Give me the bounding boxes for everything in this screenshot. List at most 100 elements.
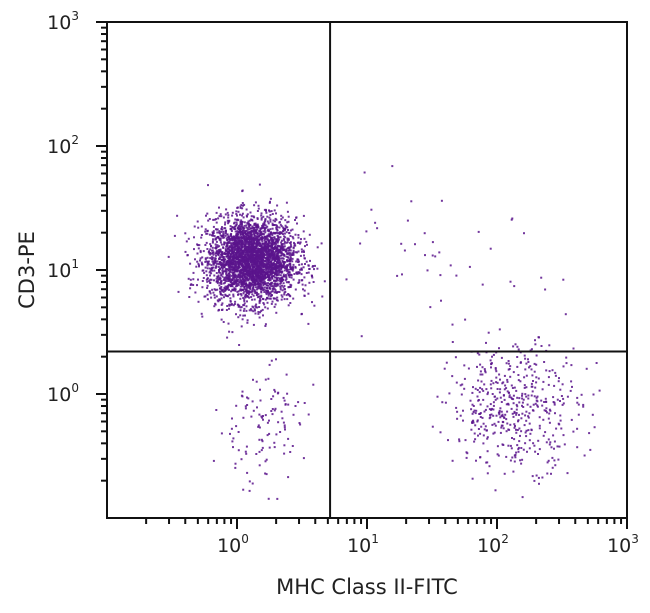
data-point (484, 408, 487, 411)
data-point (536, 395, 539, 398)
data-point (258, 272, 261, 275)
data-point (219, 241, 222, 244)
data-point (284, 428, 286, 431)
data-point (261, 416, 264, 419)
data-point (284, 219, 287, 222)
data-point (257, 280, 260, 282)
data-point (270, 236, 273, 239)
data-point (288, 247, 291, 250)
data-point (256, 255, 259, 258)
data-point (287, 246, 290, 249)
data-point (242, 277, 245, 280)
data-point (548, 370, 551, 373)
data-point (523, 386, 526, 389)
data-point (255, 286, 257, 289)
data-point (235, 275, 238, 278)
data-point (471, 391, 474, 394)
data-point (241, 289, 244, 291)
data-point (312, 383, 315, 386)
data-point (483, 368, 486, 371)
data-point (279, 431, 282, 433)
data-point (511, 397, 513, 400)
data-point (282, 275, 285, 278)
data-point (225, 255, 228, 258)
data-point (202, 269, 205, 272)
data-point (241, 214, 243, 217)
data-point (241, 239, 243, 242)
data-point (244, 245, 247, 248)
data-point (283, 241, 286, 244)
data-point (253, 283, 256, 286)
data-point (259, 271, 262, 274)
data-point (224, 267, 227, 270)
data-point (265, 265, 268, 267)
data-point (514, 343, 517, 346)
data-point (302, 457, 305, 460)
data-point (220, 432, 223, 435)
data-point (297, 250, 300, 253)
data-point (250, 271, 253, 274)
data-point (283, 229, 286, 232)
data-point (493, 422, 496, 425)
data-point (276, 254, 279, 257)
data-point (232, 247, 235, 250)
data-point (274, 244, 277, 247)
data-point (532, 442, 535, 445)
data-point (283, 235, 286, 238)
data-point (206, 277, 209, 280)
data-point (242, 488, 245, 491)
data-point (264, 298, 267, 301)
data-point (479, 432, 482, 435)
data-point (246, 213, 249, 216)
data-point (279, 285, 282, 288)
data-point (230, 237, 233, 240)
data-point (236, 284, 239, 287)
data-point (230, 242, 233, 245)
data-point (254, 268, 257, 270)
data-point (276, 296, 279, 299)
data-point (562, 278, 565, 281)
data-point (285, 231, 288, 234)
data-point (302, 288, 304, 291)
data-point (535, 376, 538, 379)
data-point (234, 466, 237, 469)
data-point (235, 279, 238, 282)
data-point (275, 265, 278, 268)
data-point (257, 311, 260, 313)
data-point (227, 322, 230, 325)
data-point (519, 380, 522, 383)
data-point (485, 429, 488, 432)
data-point (225, 263, 228, 266)
data-point (268, 255, 271, 258)
data-point (273, 232, 276, 235)
data-point (292, 297, 295, 300)
data-point (224, 232, 227, 235)
data-point (534, 339, 536, 342)
data-point (198, 265, 200, 268)
data-point (235, 233, 238, 236)
data-point (517, 419, 520, 422)
data-point (511, 456, 514, 459)
data-point (268, 235, 271, 238)
data-point (274, 258, 277, 261)
data-point (307, 264, 310, 267)
data-point (230, 258, 233, 261)
data-point (490, 387, 493, 390)
data-point (248, 247, 251, 250)
data-point (240, 270, 243, 273)
data-point (217, 300, 220, 303)
data-point (451, 323, 454, 326)
data-point (473, 440, 476, 443)
data-point (243, 290, 246, 293)
data-point (481, 366, 484, 369)
data-point (244, 259, 247, 261)
data-point (232, 258, 235, 261)
data-point (216, 288, 219, 291)
data-point (531, 374, 534, 377)
data-point (210, 296, 213, 299)
data-point (251, 240, 253, 243)
data-point (241, 257, 244, 260)
data-point (231, 274, 233, 277)
data-point (244, 269, 247, 272)
data-point (241, 318, 244, 321)
